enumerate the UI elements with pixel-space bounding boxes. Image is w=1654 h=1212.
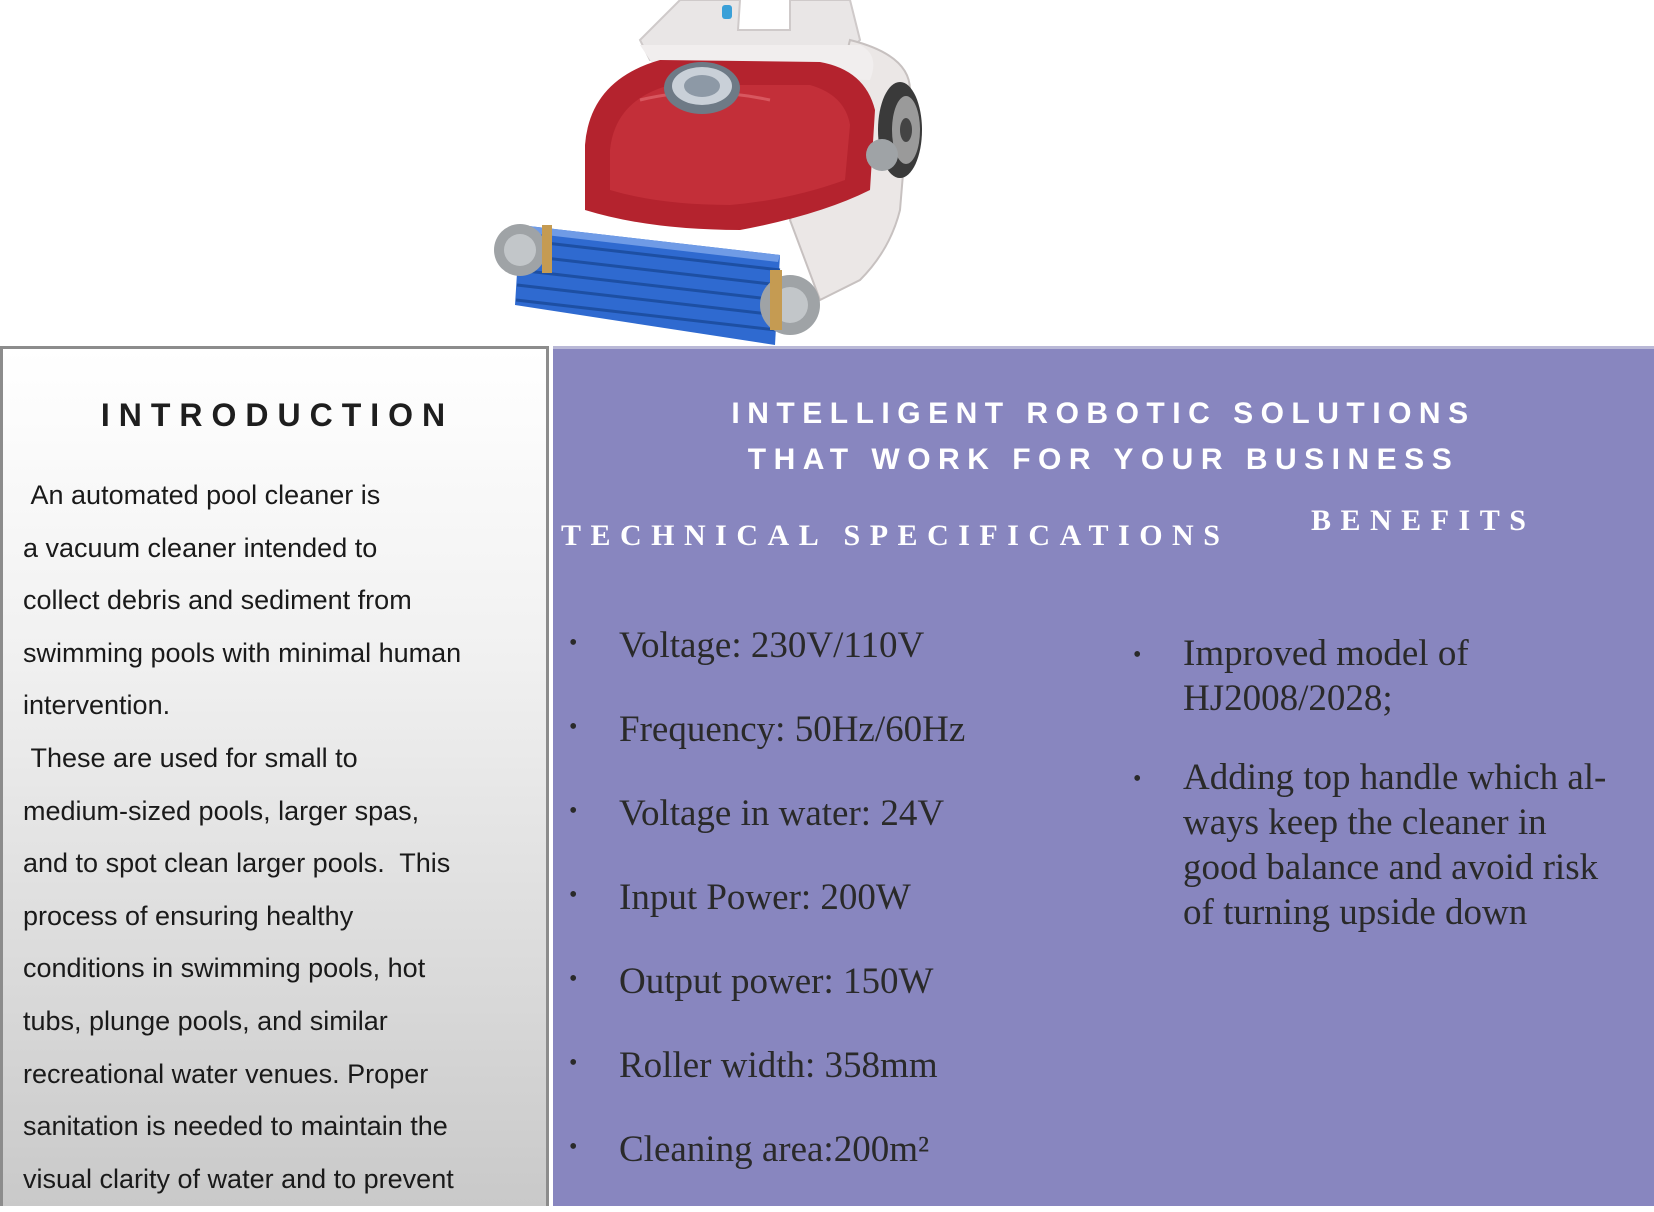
bullet-icon: • bbox=[569, 966, 578, 992]
bullet-icon: • bbox=[1133, 766, 1142, 792]
bullet-icon: • bbox=[569, 1134, 578, 1160]
bullet-icon: • bbox=[569, 714, 578, 740]
headline-line-2: THAT WORK FOR YOUR BUSINESS bbox=[747, 443, 1460, 476]
spec-item-text: Frequency: 50Hz/60Hz bbox=[619, 709, 966, 750]
solutions-panel: INTELLIGENT ROBOTIC SOLUTIONS THAT WORK … bbox=[553, 346, 1654, 1206]
benefit-item-text: Improved model of HJ2008/2028; bbox=[1183, 633, 1469, 719]
bullet-icon: • bbox=[569, 630, 578, 656]
bullet-icon: • bbox=[569, 882, 578, 908]
benefit-item-text: Adding top handle which al- ways keep th… bbox=[1183, 757, 1607, 933]
introduction-body: An automated pool cleaner is a vacuum cl… bbox=[23, 480, 462, 1194]
spec-item-text: Output power: 150W bbox=[619, 961, 934, 1002]
headline-line-1: INTELLIGENT ROBOTIC SOLUTIONS bbox=[731, 397, 1476, 430]
bullet-icon: • bbox=[569, 798, 578, 824]
headline: INTELLIGENT ROBOTIC SOLUTIONS THAT WORK … bbox=[553, 391, 1654, 483]
spec-item-text: Voltage in water: 24V bbox=[619, 793, 945, 834]
technical-specifications-heading: TECHNICAL SPECIFICATIONS bbox=[561, 519, 1230, 552]
bullet-icon: • bbox=[569, 1050, 578, 1076]
spec-item-text: Input Power: 200W bbox=[619, 877, 911, 918]
spec-item-text: Cleaning area:200m² bbox=[619, 1129, 930, 1170]
introduction-heading: INTRODUCTION bbox=[100, 397, 455, 433]
benefits-heading: BENEFITS bbox=[1311, 504, 1536, 537]
pool-cleaner-robot-image bbox=[490, 0, 1010, 345]
spec-item-text: Voltage: 230V/110V bbox=[619, 625, 925, 666]
introduction-panel: INTRODUCTION An automated pool cleaner i… bbox=[0, 346, 549, 1206]
spec-item-text: Roller width: 358mm bbox=[619, 1045, 938, 1086]
bullet-icon: • bbox=[1133, 642, 1142, 668]
